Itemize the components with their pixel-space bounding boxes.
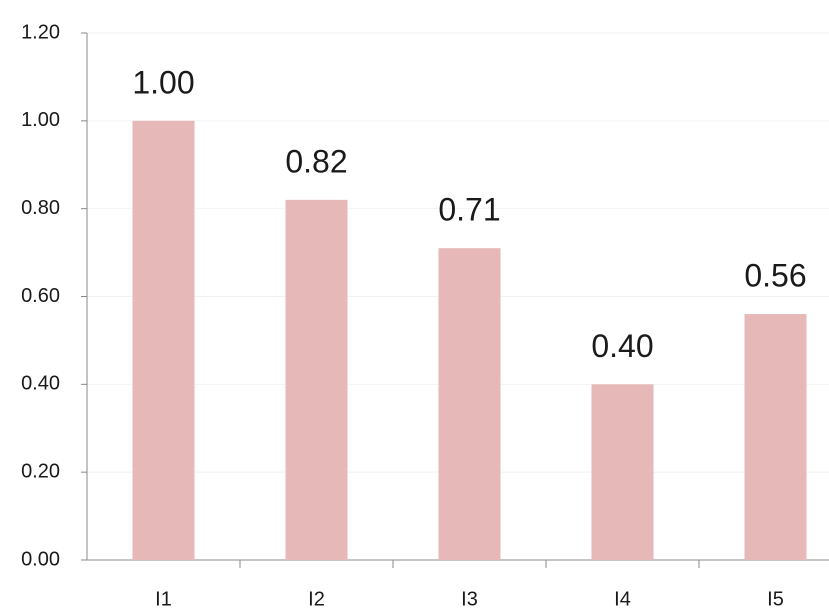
value-label: 1.00	[132, 64, 194, 100]
y-tick-label: 0.40	[21, 373, 60, 395]
x-tick-label: I3	[461, 588, 478, 610]
y-tick-label: 0.80	[21, 197, 60, 219]
bar	[285, 199, 348, 560]
bar	[132, 120, 195, 560]
x-tick-label: I2	[308, 588, 325, 610]
y-tick-label: 0.20	[21, 460, 60, 482]
y-tick-label: 1.00	[21, 109, 60, 131]
y-tick-label: 0.00	[21, 548, 60, 570]
value-label: 0.56	[744, 258, 806, 294]
y-tick-label: 1.20	[21, 21, 60, 43]
value-label: 0.82	[285, 143, 347, 179]
x-tick-label: I5	[767, 588, 784, 610]
bar	[591, 384, 654, 560]
x-tick-label: I1	[155, 588, 172, 610]
bar	[744, 314, 807, 560]
bar	[438, 248, 501, 561]
y-tick-label: 0.60	[21, 285, 60, 307]
value-label: 0.40	[591, 328, 653, 364]
value-label: 0.71	[438, 192, 500, 228]
x-tick-label: I4	[614, 588, 631, 610]
